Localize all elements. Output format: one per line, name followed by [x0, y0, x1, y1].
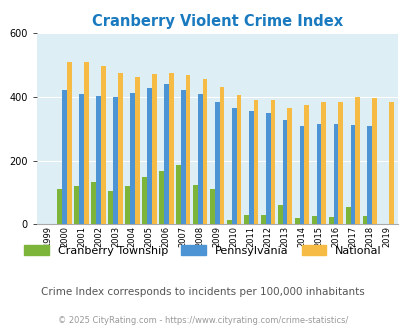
Bar — [202, 79, 207, 224]
Bar — [321, 102, 325, 224]
Bar — [125, 186, 130, 224]
Bar — [209, 189, 214, 224]
Text: © 2025 CityRating.com - https://www.cityrating.com/crime-statistics/: © 2025 CityRating.com - https://www.city… — [58, 315, 347, 325]
Bar — [84, 62, 88, 224]
Bar — [117, 73, 122, 224]
Bar — [362, 216, 367, 224]
Bar — [164, 84, 168, 224]
Bar — [333, 124, 337, 224]
Bar — [350, 125, 354, 224]
Bar — [311, 216, 316, 224]
Bar — [79, 94, 84, 224]
Bar — [299, 126, 304, 224]
Bar — [147, 88, 151, 224]
Bar — [243, 215, 248, 224]
Title: Cranberry Violent Crime Index: Cranberry Violent Crime Index — [92, 14, 342, 29]
Bar — [226, 220, 231, 224]
Bar — [345, 207, 350, 224]
Bar — [100, 66, 105, 224]
Bar — [96, 96, 100, 224]
Bar — [185, 76, 190, 224]
Bar — [181, 90, 185, 224]
Bar — [142, 177, 147, 224]
Text: Crime Index corresponds to incidents per 100,000 inhabitants: Crime Index corresponds to incidents per… — [41, 287, 364, 297]
Bar — [371, 98, 376, 224]
Bar — [337, 102, 342, 224]
Bar — [91, 182, 96, 224]
Bar — [192, 184, 197, 224]
Bar — [159, 171, 164, 224]
Bar — [108, 191, 113, 224]
Bar — [231, 108, 236, 224]
Bar — [62, 90, 67, 224]
Bar — [197, 94, 202, 224]
Bar — [287, 108, 292, 224]
Bar — [294, 218, 299, 224]
Bar — [214, 102, 219, 224]
Bar — [74, 186, 79, 224]
Bar — [219, 87, 224, 224]
Bar — [253, 100, 258, 224]
Bar — [113, 97, 117, 224]
Bar — [134, 77, 139, 224]
Bar — [176, 165, 181, 224]
Bar — [265, 114, 270, 224]
Legend: Cranberry Township, Pennsylvania, National: Cranberry Township, Pennsylvania, Nation… — [24, 246, 381, 256]
Bar — [282, 120, 287, 224]
Bar — [260, 215, 265, 224]
Bar — [316, 124, 321, 224]
Bar — [304, 105, 309, 224]
Bar — [270, 100, 275, 224]
Bar — [248, 111, 253, 224]
Bar — [130, 93, 134, 224]
Bar — [367, 126, 371, 224]
Bar — [354, 97, 359, 224]
Bar — [328, 217, 333, 224]
Bar — [236, 95, 241, 224]
Bar — [67, 62, 72, 224]
Bar — [168, 73, 173, 224]
Bar — [388, 102, 393, 224]
Bar — [277, 205, 282, 224]
Bar — [151, 75, 156, 224]
Bar — [57, 189, 62, 224]
